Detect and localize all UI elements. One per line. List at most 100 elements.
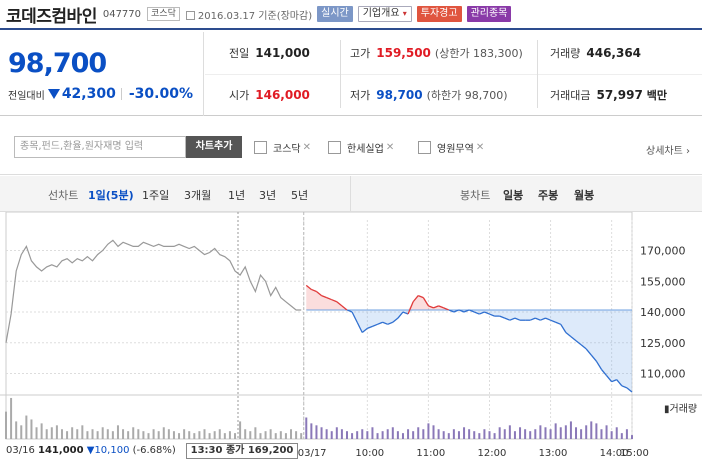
volume-bar bbox=[5, 411, 7, 439]
series-segment bbox=[316, 290, 322, 297]
volume-bar bbox=[71, 427, 74, 439]
add-chart-button[interactable]: 차트추가 bbox=[186, 136, 242, 158]
compare-bar: 종목,펀드,환율,원자재명 입력 차트추가 코스닥 ✕ 한세실업 ✕ 영원무역 … bbox=[0, 117, 702, 175]
series-segment bbox=[397, 311, 404, 319]
tab-daily[interactable]: 일봉 bbox=[503, 189, 524, 202]
volume-bar bbox=[132, 427, 135, 439]
company-overview-dropdown[interactable]: 기업개요 ▾ bbox=[357, 6, 412, 22]
volume-bar bbox=[244, 429, 247, 439]
volume-bar bbox=[60, 429, 63, 439]
x-tick-label: 11:00 bbox=[416, 448, 445, 459]
volume-bar bbox=[254, 427, 257, 439]
volume-bar bbox=[91, 429, 94, 439]
volume-bar bbox=[473, 431, 476, 439]
chart-footer: 03/16 141,000 ▼10,100 (-6.68%) 13:30 종가 … bbox=[0, 441, 702, 463]
series-segment bbox=[356, 321, 363, 333]
volume-bar bbox=[269, 429, 272, 439]
volume-bar bbox=[300, 433, 303, 439]
volume-bar bbox=[45, 429, 48, 439]
volume-bar bbox=[432, 425, 435, 439]
series-segment bbox=[438, 305, 444, 309]
volume-bar bbox=[386, 429, 389, 439]
tab-3years[interactable]: 3년 bbox=[259, 189, 277, 202]
series-segment bbox=[305, 284, 312, 290]
tooltip-close-value: 169,200 bbox=[247, 445, 294, 456]
series-segment bbox=[377, 321, 383, 325]
series-segment bbox=[621, 385, 628, 389]
tab-1week[interactable]: 1주일 bbox=[142, 189, 170, 202]
volume-bar bbox=[493, 433, 496, 439]
volume-bar bbox=[452, 429, 455, 439]
prev-close: 전일 141,000 bbox=[229, 32, 310, 74]
price-summary: 98,700 전일대비 42,300 -30.00% 전일 141,000 시가… bbox=[0, 32, 702, 116]
divider bbox=[120, 88, 122, 100]
compare-search-input[interactable]: 종목,펀드,환율,원자재명 입력 bbox=[14, 136, 186, 158]
volume-bar bbox=[529, 431, 532, 439]
close-icon[interactable]: ✕ bbox=[385, 142, 395, 153]
volume-bar bbox=[213, 431, 216, 439]
chart-frame bbox=[5, 211, 633, 440]
volume-bar bbox=[86, 431, 89, 439]
tab-5years[interactable]: 5년 bbox=[291, 189, 309, 202]
checkbox[interactable] bbox=[328, 141, 341, 154]
prev-close-label: 전일 bbox=[229, 47, 250, 60]
series-segment bbox=[600, 368, 608, 376]
volume-bar bbox=[488, 431, 491, 439]
tab-1year[interactable]: 1년 bbox=[228, 189, 246, 202]
series-segment bbox=[392, 317, 399, 323]
tab-monthly[interactable]: 월봉 bbox=[574, 189, 595, 202]
x-tick-label: 13:00 bbox=[539, 448, 568, 459]
tab-weekly[interactable]: 주봉 bbox=[538, 189, 559, 202]
volume-bar bbox=[55, 425, 58, 439]
volume-bar bbox=[234, 433, 237, 439]
volume-bar bbox=[315, 425, 318, 439]
prev-day-info: 03/16 141,000 ▼10,100 (-6.68%) bbox=[6, 445, 176, 456]
volume-bar bbox=[519, 427, 522, 439]
detail-chart-link[interactable]: 상세차트 › bbox=[646, 146, 690, 157]
series-segment bbox=[473, 311, 480, 315]
x-tick-label: 03/17 bbox=[298, 448, 327, 459]
series-segment bbox=[570, 336, 577, 342]
area-below-reference bbox=[306, 309, 632, 392]
tab-3months[interactable]: 3개월 bbox=[184, 189, 212, 202]
series-segment bbox=[468, 309, 475, 313]
close-icon[interactable]: ✕ bbox=[302, 142, 311, 153]
volume-bar bbox=[544, 427, 547, 439]
volume-bar bbox=[249, 431, 252, 439]
series-segment bbox=[433, 305, 439, 309]
x-tick-label: 14:00 bbox=[600, 448, 629, 459]
volume-bar bbox=[559, 427, 562, 439]
volume-bar bbox=[218, 429, 221, 439]
series-segment bbox=[407, 301, 414, 315]
compare-option-kosdaq[interactable]: 코스닥 ✕ bbox=[254, 140, 311, 155]
series-segment bbox=[616, 379, 623, 387]
series-segment bbox=[535, 317, 541, 321]
volume-bar bbox=[172, 431, 175, 439]
series-segment bbox=[585, 348, 592, 356]
volume-bar bbox=[468, 429, 471, 439]
series-segment bbox=[448, 309, 455, 313]
compare-option-hansae[interactable]: 한세실업 ✕ bbox=[328, 140, 394, 155]
volume-bar bbox=[361, 429, 364, 439]
volume-bar bbox=[615, 427, 618, 439]
compare-option-youngone[interactable]: 영원무역 ✕ bbox=[418, 140, 484, 155]
x-tick-label: 15:00 bbox=[620, 448, 649, 459]
realtime-button[interactable]: 실시간 bbox=[317, 6, 353, 22]
footer-pct: (-6.68%) bbox=[132, 445, 176, 456]
volume-bar bbox=[147, 433, 150, 439]
volume-bar bbox=[442, 431, 445, 439]
checkbox[interactable] bbox=[418, 141, 431, 154]
volume-bar bbox=[539, 425, 542, 439]
volume-bar bbox=[106, 429, 109, 439]
volume-bar bbox=[40, 423, 43, 439]
low-value: 98,700 bbox=[376, 88, 423, 102]
series-segment bbox=[412, 295, 419, 303]
prev-close-value: 141,000 bbox=[255, 46, 310, 60]
divider bbox=[340, 40, 341, 108]
volume-bar bbox=[401, 433, 404, 439]
tab-1day[interactable]: 1일(5분) bbox=[88, 189, 134, 202]
series-segment bbox=[540, 317, 546, 321]
checkbox[interactable] bbox=[254, 141, 267, 154]
close-icon[interactable]: ✕ bbox=[475, 142, 485, 153]
y-tick-label: 140,000 bbox=[640, 306, 686, 319]
